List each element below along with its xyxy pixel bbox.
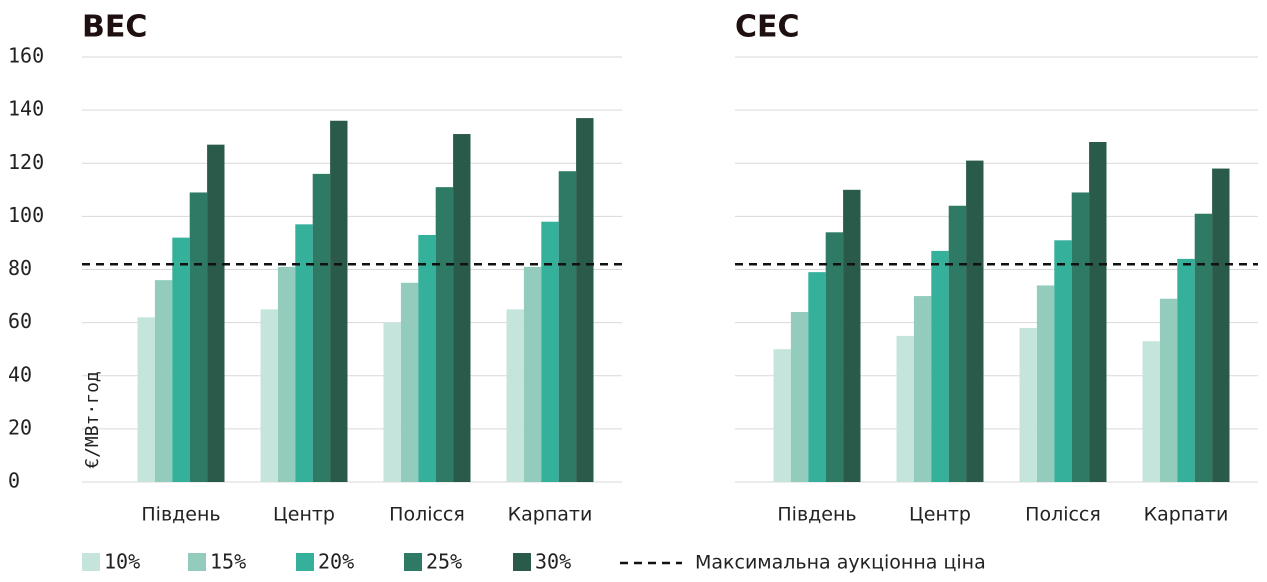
bar (330, 120, 348, 482)
bar (383, 322, 401, 482)
bar (576, 118, 594, 482)
bar (1036, 285, 1055, 482)
bar (295, 224, 313, 482)
x-tick-label: Карпати (1144, 504, 1229, 526)
bar (1142, 341, 1160, 482)
y-tick-label: 60 (8, 309, 32, 333)
bar (931, 250, 949, 482)
bar (137, 317, 155, 482)
y-tick-label: 0 (8, 469, 20, 493)
bar (966, 160, 984, 482)
bar (1212, 168, 1230, 482)
bar (1019, 327, 1037, 482)
x-tick-label: Південь (777, 504, 856, 526)
x-tick-label: Карпати (508, 504, 593, 526)
bar (843, 189, 861, 482)
chart-title: СЕС (735, 10, 800, 45)
bar (1194, 213, 1213, 482)
legend-swatch (513, 553, 531, 571)
bar (260, 309, 278, 482)
bar (1071, 192, 1090, 482)
bar (1159, 298, 1178, 482)
y-tick-label: 140 (8, 97, 44, 121)
legend-label: 30% (535, 550, 571, 574)
x-tick-label: Південь (141, 504, 220, 526)
bar (773, 349, 791, 482)
bar (154, 280, 173, 482)
bar (400, 282, 419, 482)
bar (207, 144, 225, 482)
y-tick-label: 120 (8, 150, 44, 174)
bar (913, 296, 932, 482)
legend-label: 10% (104, 550, 140, 574)
bar (948, 205, 967, 482)
legend-swatch (82, 553, 100, 571)
bar (1089, 142, 1107, 482)
bar (896, 335, 914, 482)
legend-swatch (404, 553, 422, 571)
bar (506, 309, 524, 482)
bar (523, 266, 542, 482)
y-tick-label: 100 (8, 203, 44, 227)
bar (558, 171, 577, 482)
bar (541, 221, 559, 482)
x-tick-label: Полісся (1025, 504, 1101, 526)
legend-label: 15% (210, 550, 246, 574)
bar (277, 266, 296, 482)
bar (1177, 258, 1195, 482)
x-tick-label: Полісся (389, 504, 465, 526)
bar (825, 232, 844, 482)
bar (172, 237, 190, 482)
bar (189, 192, 208, 482)
y-tick-label: 80 (8, 256, 32, 280)
legend-label: 25% (426, 550, 462, 574)
y-axis-label: €/МВт·год (82, 371, 103, 469)
legend-swatch (188, 553, 206, 571)
legend-swatch (296, 553, 314, 571)
bar (808, 272, 826, 482)
y-tick-label: 20 (8, 415, 32, 439)
bar (435, 187, 454, 482)
x-tick-label: Центр (273, 504, 335, 526)
bar (312, 173, 331, 482)
x-tick-label: Центр (909, 504, 971, 526)
legend-label: Максимальна аукціонна ціна (695, 552, 986, 574)
chart-title: ВЕС (82, 10, 147, 45)
bar (1054, 240, 1072, 482)
bar (790, 312, 809, 482)
y-tick-label: 160 (8, 44, 44, 68)
bar (418, 234, 436, 482)
y-tick-label: 40 (8, 362, 32, 386)
bar (453, 134, 471, 482)
legend-label: 20% (318, 550, 354, 574)
